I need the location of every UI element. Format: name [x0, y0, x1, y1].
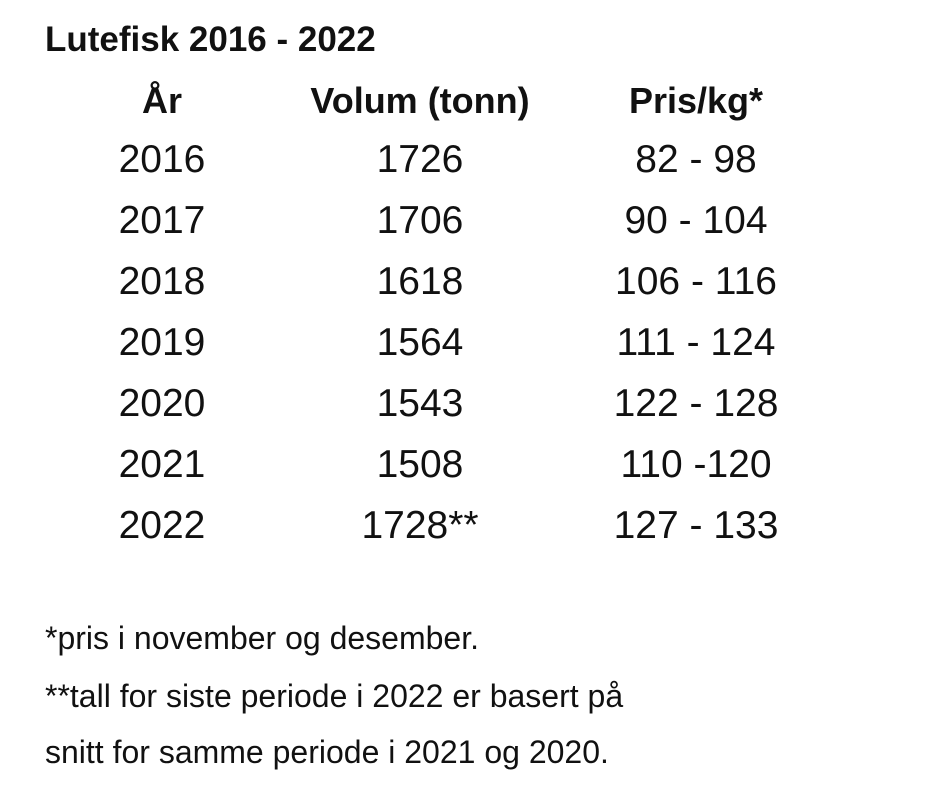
footnote-volume-cont: snitt for samme periode i 2021 og 2020.: [45, 734, 609, 770]
cell-volume: 1706: [376, 199, 464, 242]
table-row: 2020 1543 122 - 128: [0, 382, 928, 438]
cell-year: 2022: [118, 504, 206, 547]
cell-year: 2020: [118, 382, 206, 425]
cell-year: 2021: [118, 443, 206, 486]
cell-price: 106 - 116: [615, 260, 777, 303]
table-row: 2016 1726 82 - 98: [0, 138, 928, 194]
cell-price: 82 - 98: [635, 138, 757, 181]
cell-year: 2018: [118, 260, 206, 303]
cell-year: 2019: [118, 321, 206, 364]
table-row: 2021 1508 110 -120: [0, 443, 928, 499]
cell-price: 111 - 124: [616, 321, 776, 364]
cell-year: 2017: [118, 199, 206, 242]
cell-volume: 1508: [376, 443, 464, 486]
cell-volume: 1564: [376, 321, 464, 364]
cell-volume: 1726: [376, 138, 464, 181]
table-row: 2018 1618 106 - 116: [0, 260, 928, 316]
footnote-price: *pris i november og desember.: [45, 620, 479, 656]
header-year: År: [141, 80, 183, 121]
cell-price: 127 - 133: [613, 504, 779, 547]
table-title: Lutefisk 2016 - 2022: [45, 20, 376, 59]
header-volume: Volum (tonn): [310, 80, 530, 121]
cell-price: 90 - 104: [624, 199, 768, 242]
cell-volume: 1728**: [361, 504, 479, 547]
header-price: Pris/kg*: [628, 80, 764, 121]
cell-volume: 1618: [376, 260, 464, 303]
cell-volume: 1543: [376, 382, 464, 425]
cell-year: 2016: [118, 138, 206, 181]
footnote-volume: **tall for siste periode i 2022 er baser…: [45, 678, 624, 714]
cell-price: 110 -120: [620, 443, 772, 486]
cell-price: 122 - 128: [613, 382, 779, 425]
table-row: 2022 1728** 127 - 133: [0, 504, 928, 560]
table-header: År Volum (tonn) Pris/kg*: [0, 80, 928, 136]
table-row: 2017 1706 90 - 104: [0, 199, 928, 255]
table-row: 2019 1564 111 - 124: [0, 321, 928, 377]
